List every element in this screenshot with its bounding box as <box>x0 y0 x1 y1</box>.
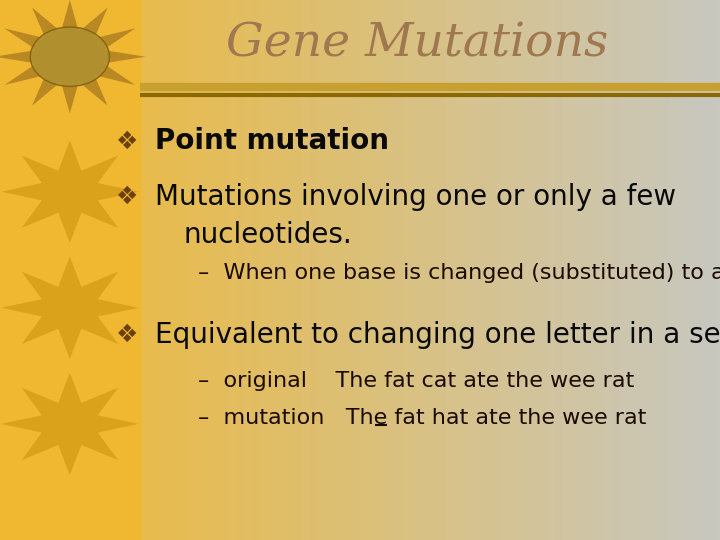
Polygon shape <box>1 373 138 475</box>
Text: ❖: ❖ <box>116 185 138 208</box>
Text: Mutations involving one or only a few: Mutations involving one or only a few <box>155 183 676 211</box>
Text: Point mutation: Point mutation <box>155 127 389 156</box>
Polygon shape <box>0 0 145 113</box>
Text: ❖: ❖ <box>116 130 138 153</box>
Text: –  When one base is changed (substituted) to another: – When one base is changed (substituted)… <box>198 262 720 283</box>
Polygon shape <box>1 256 138 359</box>
Text: –  mutation   The fat hat ate the wee rat: – mutation The fat hat ate the wee rat <box>198 408 647 429</box>
Circle shape <box>30 27 109 86</box>
Text: ❖: ❖ <box>116 323 138 347</box>
Text: nucleotides.: nucleotides. <box>184 221 352 249</box>
Polygon shape <box>1 140 138 243</box>
Text: Equivalent to changing one letter in a sentence: Equivalent to changing one letter in a s… <box>155 321 720 349</box>
Text: Gene Mutations: Gene Mutations <box>227 22 608 67</box>
Bar <box>0 0 140 540</box>
Text: –  original    The fat cat ate the wee rat: – original The fat cat ate the wee rat <box>198 371 634 392</box>
